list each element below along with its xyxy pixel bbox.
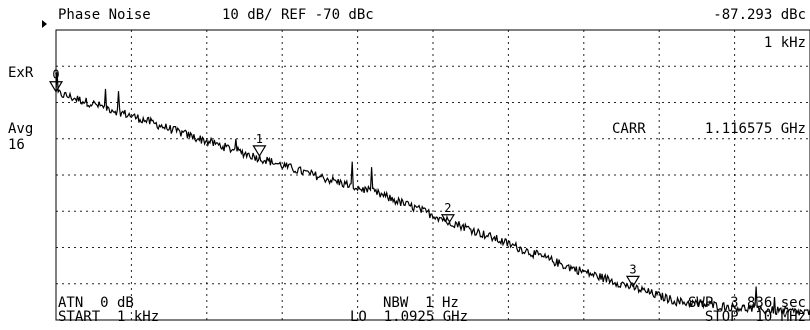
scale-reference: 10 dB/ REF -70 dBc — [222, 7, 374, 23]
marker-label: 1 — [256, 132, 263, 146]
local-oscillator: LO 1.0925 GHz — [350, 309, 469, 325]
start-frequency: START 1 kHz — [58, 309, 160, 325]
marker-level-readout: -87.293 dBc — [713, 7, 806, 23]
exr-indicator: ExR — [8, 65, 34, 81]
attenuation-readout: ATN 0 dB — [58, 295, 134, 311]
carrier-label: CARR — [612, 121, 646, 137]
marker-label: 3 — [629, 262, 636, 276]
stop-frequency: STOP 10 MHz — [704, 309, 806, 325]
active-trace-pointer-icon — [42, 20, 47, 28]
avg-label: Avg — [8, 121, 34, 137]
marker-label: 0 — [52, 68, 59, 82]
plot-frame — [55, 29, 810, 321]
marker-triangle-icon — [48, 81, 64, 93]
marker-triangle-icon — [252, 145, 267, 158]
avg-count: 16 — [8, 137, 25, 153]
marker-triangle-icon — [440, 214, 455, 226]
measurement-mode: Phase Noise — [58, 7, 151, 23]
markers-layer: 0 1 2 3 — [48, 68, 641, 288]
marker-triangle-icon — [625, 275, 641, 288]
graticule — [56, 30, 810, 320]
marker-label: 2 — [444, 201, 451, 215]
trace-line — [55, 72, 810, 316]
marker-frequency-readout: 1 kHz — [763, 35, 806, 51]
carrier-frequency: 1.116575 GHz — [704, 121, 806, 137]
sweep-time: SWP 3.836 sec — [687, 295, 806, 311]
noise-bandwidth: NBW 1 Hz — [383, 295, 459, 311]
